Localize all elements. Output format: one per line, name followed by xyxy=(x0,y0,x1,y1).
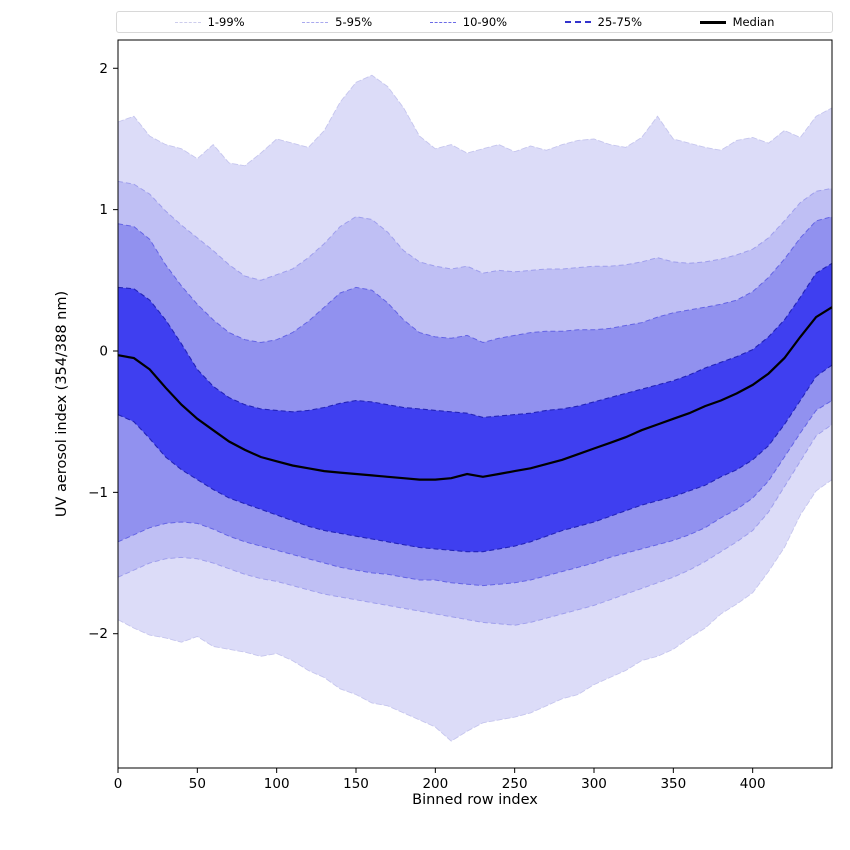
legend-line-swatch xyxy=(174,21,201,23)
legend-label: 10-90% xyxy=(462,15,508,29)
band-fill-25-75% xyxy=(118,263,832,552)
legend-item-1-99%: 1-99% xyxy=(174,15,245,29)
legend-item-5-95%: 5-95% xyxy=(302,15,372,29)
y-tick-label: 0 xyxy=(99,343,108,359)
legend-line-swatch xyxy=(429,21,456,23)
band-edge-low-10-90% xyxy=(117,400,833,587)
x-axis-title: Binned row index xyxy=(412,792,538,808)
x-tick-label: 400 xyxy=(740,776,766,792)
legend-label: 1-99% xyxy=(207,15,245,29)
y-tick-label: 2 xyxy=(99,61,108,77)
x-tick-label: 300 xyxy=(581,776,607,792)
band-edge-low-5-95% xyxy=(117,424,833,626)
legend-line-swatch xyxy=(564,21,591,23)
x-tick-label: 0 xyxy=(114,776,123,792)
legend-item-25-75%: 25-75% xyxy=(564,15,642,29)
legend-item-10-90%: 10-90% xyxy=(429,15,508,29)
legend-label: Median xyxy=(732,15,775,29)
y-tick-label: 1 xyxy=(99,202,108,218)
x-tick-label: 350 xyxy=(660,776,686,792)
x-tick-label: 200 xyxy=(422,776,448,792)
legend-label: 5-95% xyxy=(335,15,373,29)
band-edge-low-1-99% xyxy=(117,479,833,742)
plot-frame xyxy=(117,39,833,769)
legend-line-swatch xyxy=(302,21,329,23)
y-tick-label: −1 xyxy=(88,485,108,501)
y-axis-title: UV aerosol index (354/388 nm) xyxy=(54,290,70,518)
legend-item-Median: Median xyxy=(699,15,775,29)
band-edge-high-25-75% xyxy=(117,262,833,418)
y-tick-label: −2 xyxy=(88,626,108,642)
x-tick-label: 100 xyxy=(264,776,290,792)
chart-legend: 1-99% 5-95% 10-90% 25-75% Median xyxy=(116,11,833,33)
legend-label: 25-75% xyxy=(597,15,642,29)
band-edge-high-10-90% xyxy=(117,216,833,344)
band-edge-high-1-99% xyxy=(117,74,833,167)
x-tick-label: 250 xyxy=(502,776,528,792)
median-line xyxy=(117,306,833,481)
legend-line-swatch xyxy=(699,20,726,24)
x-tick-label: 150 xyxy=(343,776,369,792)
x-tick-label: 50 xyxy=(189,776,206,792)
band-edge-low-25-75% xyxy=(117,364,833,553)
